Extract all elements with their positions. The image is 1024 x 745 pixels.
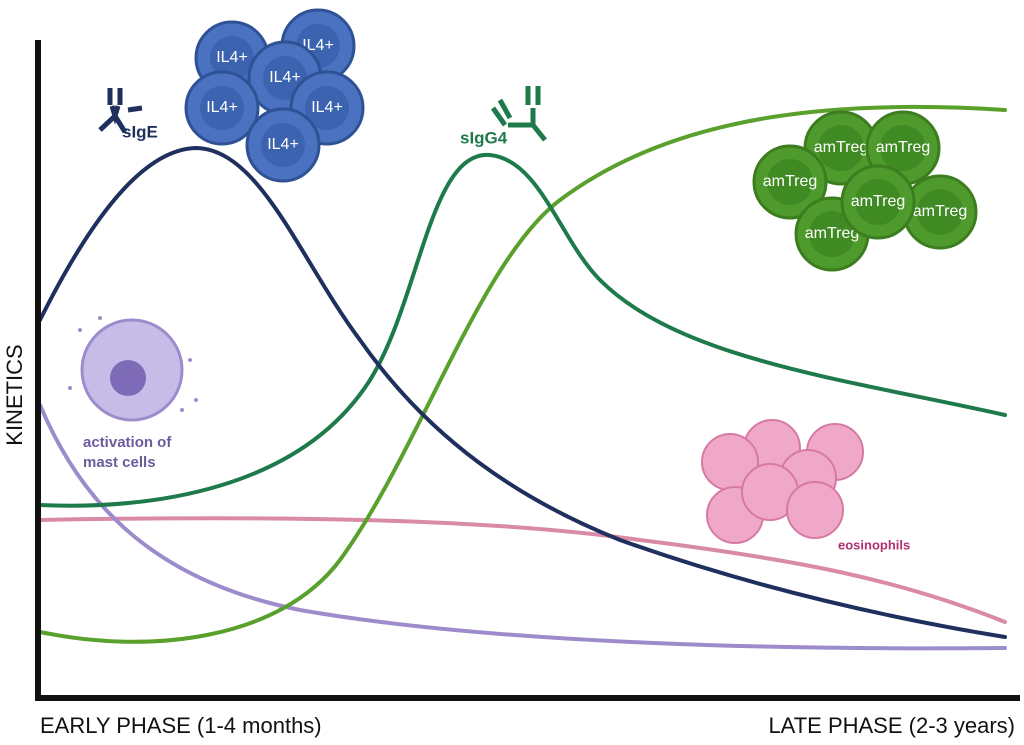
il4-label: IL4+: [269, 69, 301, 86]
sige-icon: [98, 88, 143, 134]
eosinophils: [701, 419, 864, 544]
sige-label: sIgE: [122, 122, 158, 141]
amtreg-nucleus: [917, 189, 963, 235]
il4-nucleus: [210, 36, 254, 80]
y-axis-label: KINETICS: [2, 344, 27, 445]
amtreg-label: amTreg: [814, 139, 869, 156]
sigg4-label: sIgG4: [460, 128, 508, 147]
x-end-label: LATE PHASE (2-3 years): [768, 713, 1015, 738]
il4-label: IL4+: [267, 136, 299, 153]
mast-cell: [68, 316, 198, 422]
x-start-label: EARLY PHASE (1-4 months): [40, 713, 322, 738]
il4-nucleus: [305, 86, 349, 130]
il4-label: IL4+: [311, 99, 343, 116]
amtreg-nucleus: [880, 125, 926, 171]
amtreg-label: amTreg: [913, 203, 968, 220]
amtreg-nucleus: [818, 125, 864, 171]
amtreg-label: amTreg: [876, 139, 931, 156]
eosinophil-label: eosinophils: [838, 537, 910, 552]
sigg4-curve: [38, 152, 1007, 508]
amtreg-nucleus: [767, 159, 813, 205]
sige-curve: [38, 145, 1007, 639]
il4-label: IL4+: [302, 37, 334, 54]
il4-nucleus: [261, 123, 305, 167]
amtreg-curve: [38, 104, 1007, 644]
il4-label: IL4+: [206, 99, 238, 116]
amtreg-label: amTreg: [763, 173, 818, 190]
amtreg-nucleus: [809, 211, 855, 257]
amtreg-label: amTreg: [851, 193, 906, 210]
mast-cell-label: mast cells: [83, 454, 156, 471]
amtreg-label: amTreg: [805, 225, 860, 242]
mast-cell-label: activation of: [83, 434, 172, 451]
amtreg-nucleus: [855, 179, 901, 225]
il4-nucleus: [200, 86, 244, 130]
sigg4-icon: [490, 86, 547, 142]
il4-label: IL4+: [216, 49, 248, 66]
